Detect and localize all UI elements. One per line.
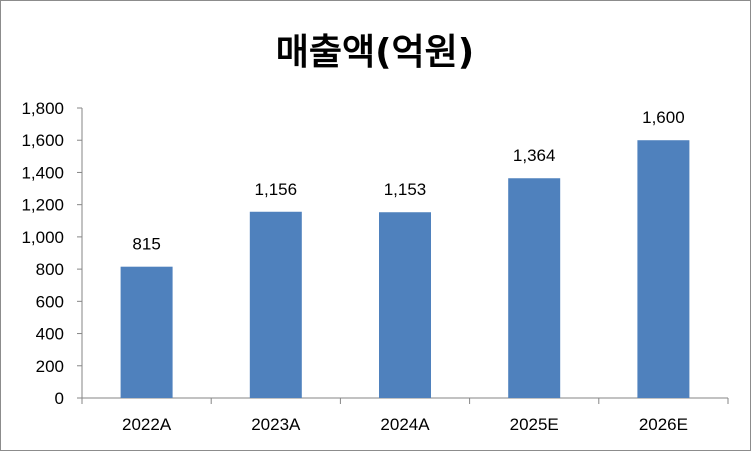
bar-2024A [379, 212, 431, 398]
y-tick-label: 800 [36, 260, 64, 279]
bar-2023A [249, 211, 302, 398]
y-tick-label: 1,200 [21, 196, 64, 215]
chart-title: 매출액(억원) [276, 32, 475, 73]
y-tick-label: 600 [36, 292, 64, 311]
data-label-2025E: 1,364 [513, 146, 556, 165]
bar-2026E [637, 140, 690, 398]
x-tick-label-2022A: 2022A [122, 415, 172, 434]
y-tick-label: 1,000 [21, 228, 64, 247]
x-tick-label-2025E: 2025E [510, 415, 559, 434]
bar-2022A [120, 266, 173, 398]
bar-2025E [508, 178, 561, 398]
y-tick-label: 1,400 [21, 163, 64, 182]
x-tick-label-2024A: 2024A [380, 415, 430, 434]
y-tick-label: 200 [36, 357, 64, 376]
data-label-2023A: 1,156 [255, 180, 298, 199]
data-label-2024A: 1,153 [384, 180, 427, 199]
y-tick-label: 1,600 [21, 131, 64, 150]
x-tick-label-2023A: 2023A [251, 415, 301, 434]
data-label-2022A: 815 [132, 235, 160, 254]
y-tick-label: 0 [55, 389, 64, 408]
y-tick-label: 400 [36, 325, 64, 344]
data-label-2026E: 1,600 [642, 108, 685, 127]
x-tick-label-2026E: 2026E [639, 415, 688, 434]
y-tick-label: 1,800 [21, 99, 64, 118]
